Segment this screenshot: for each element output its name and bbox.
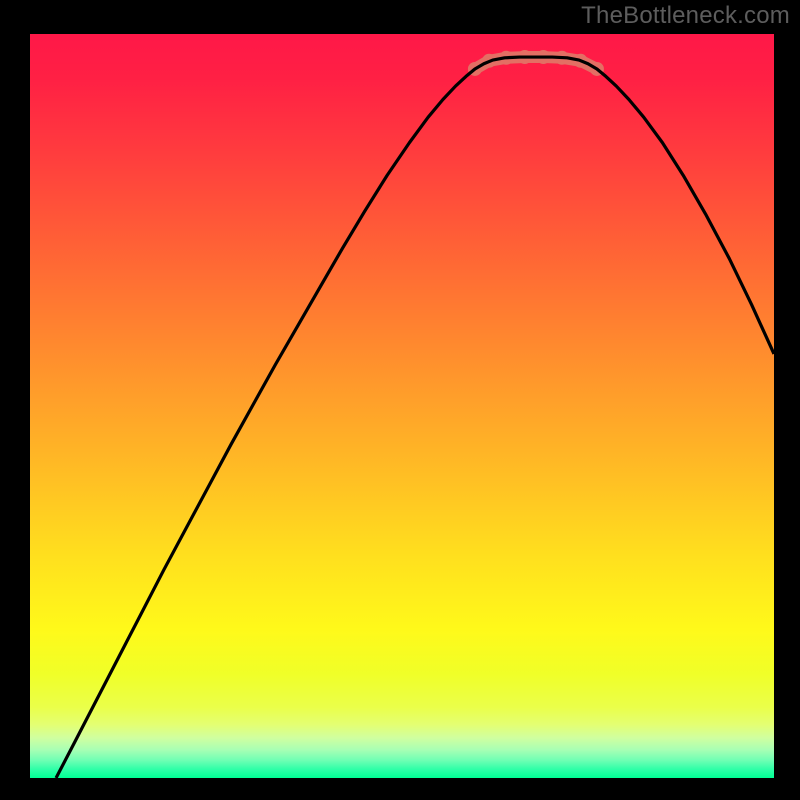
- watermark-text: TheBottleneck.com: [581, 2, 790, 30]
- chart-svg: [30, 34, 774, 778]
- chart-stage: TheBottleneck.com: [0, 0, 800, 800]
